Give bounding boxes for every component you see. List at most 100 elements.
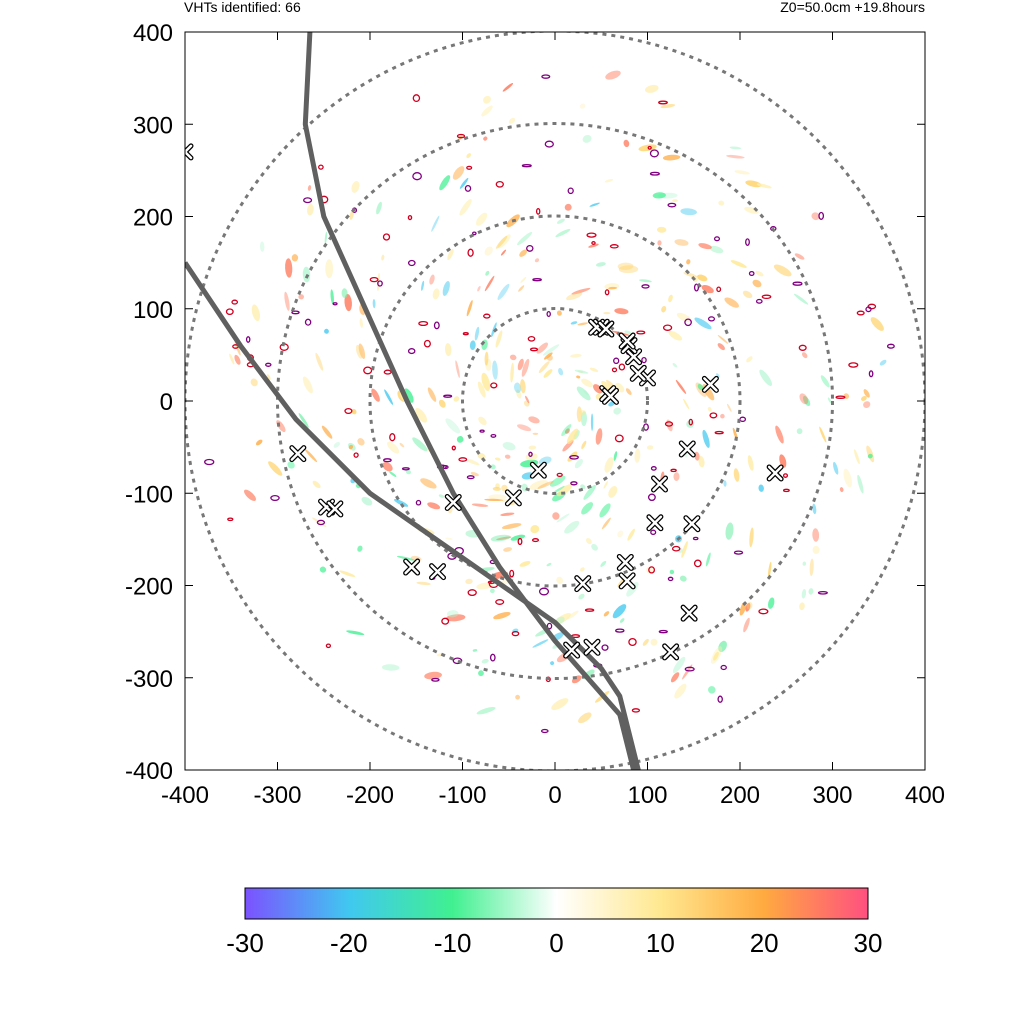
field-blob — [341, 288, 348, 299]
field-blob — [302, 376, 313, 394]
field-blob — [485, 270, 490, 276]
x-axis-labels: -400 -300 -200 -100 0 100 200 300 400 — [161, 782, 945, 809]
field-blob — [287, 461, 295, 469]
storm-tracks — [185, 32, 641, 770]
field-blob — [720, 413, 725, 419]
field-blob — [744, 206, 759, 214]
field-blob — [675, 379, 687, 394]
field-blob — [580, 484, 586, 490]
field-blob — [481, 105, 493, 117]
field-blob — [579, 410, 586, 416]
contour — [431, 677, 440, 682]
field-blob — [442, 281, 450, 296]
vht-markers — [185, 143, 784, 661]
x-tick-label: 0 — [548, 782, 561, 809]
contour — [758, 608, 769, 615]
field-blob — [863, 401, 871, 408]
field-blob — [432, 288, 440, 300]
contour — [601, 644, 609, 651]
field-blob — [268, 461, 283, 476]
field-blob — [478, 416, 487, 426]
contour — [363, 366, 373, 375]
contour — [693, 559, 702, 568]
field-blob — [412, 437, 428, 452]
field-blob — [466, 458, 480, 466]
field-blob — [759, 369, 773, 386]
field-blob — [501, 499, 508, 502]
range-ring — [276, 122, 834, 680]
vht-marker — [625, 348, 643, 366]
field-blob — [357, 438, 365, 446]
contour — [591, 241, 596, 245]
contour — [535, 208, 541, 215]
field-blob — [614, 308, 629, 315]
vht-marker — [289, 445, 307, 463]
vht-marker — [504, 489, 522, 507]
field-blob — [718, 200, 725, 206]
field-blob — [396, 555, 415, 561]
field-blob — [492, 486, 501, 491]
field-blob — [538, 456, 552, 466]
field-blob — [520, 276, 527, 283]
field-blob — [324, 328, 329, 334]
contour — [412, 172, 422, 181]
contour — [291, 310, 300, 315]
field-blob — [717, 335, 729, 344]
x-tick-label: -400 — [161, 782, 209, 809]
field-blob — [585, 538, 592, 545]
contour — [835, 395, 846, 399]
colorbar-gradient — [244, 887, 869, 920]
field-blob — [558, 368, 564, 376]
field-blob — [319, 566, 327, 573]
contour — [618, 363, 626, 371]
storm-track — [185, 261, 641, 770]
field-blob — [500, 249, 507, 256]
field-blob — [490, 588, 495, 594]
contour — [383, 458, 392, 463]
field-blob — [717, 343, 725, 351]
field-blob — [477, 285, 481, 292]
colorbar-tick-label: 10 — [646, 928, 675, 958]
contour — [418, 320, 429, 327]
field-blob — [543, 369, 553, 378]
field-blob — [371, 388, 380, 402]
field-blob — [470, 472, 479, 477]
field-blob — [657, 226, 667, 233]
contour — [628, 637, 637, 647]
field-blob — [612, 604, 627, 619]
contour — [613, 357, 620, 365]
x-tick-label: -300 — [253, 782, 301, 809]
contour — [650, 529, 657, 536]
contour — [886, 343, 895, 349]
field-blob — [564, 428, 570, 434]
field-blob — [570, 353, 582, 358]
field-blob — [285, 258, 293, 278]
field-blob — [549, 475, 566, 487]
y-tick-label: 200 — [133, 205, 173, 232]
x-tick-label: -200 — [346, 782, 394, 809]
field-blob — [601, 380, 612, 391]
contour — [415, 499, 422, 506]
field-blob — [625, 388, 632, 395]
field-blob — [794, 293, 809, 305]
field-blob — [799, 602, 805, 611]
field-blob — [672, 656, 686, 674]
field-blob — [532, 639, 549, 648]
range-ring — [185, 32, 925, 770]
field-blob — [672, 363, 678, 368]
contour — [495, 599, 505, 605]
contour — [407, 259, 416, 267]
field-blob — [652, 192, 666, 199]
contour — [540, 728, 549, 734]
contour — [745, 238, 750, 246]
contour — [615, 628, 625, 633]
field-blob — [493, 612, 511, 620]
field-blob — [478, 670, 484, 677]
field-blob — [801, 352, 808, 359]
field-blob — [530, 525, 540, 534]
y-tick-label: 300 — [133, 112, 173, 139]
field-blob — [600, 560, 607, 567]
vht-marker — [766, 464, 784, 482]
range-ring — [368, 214, 742, 588]
field-blob — [556, 218, 565, 224]
